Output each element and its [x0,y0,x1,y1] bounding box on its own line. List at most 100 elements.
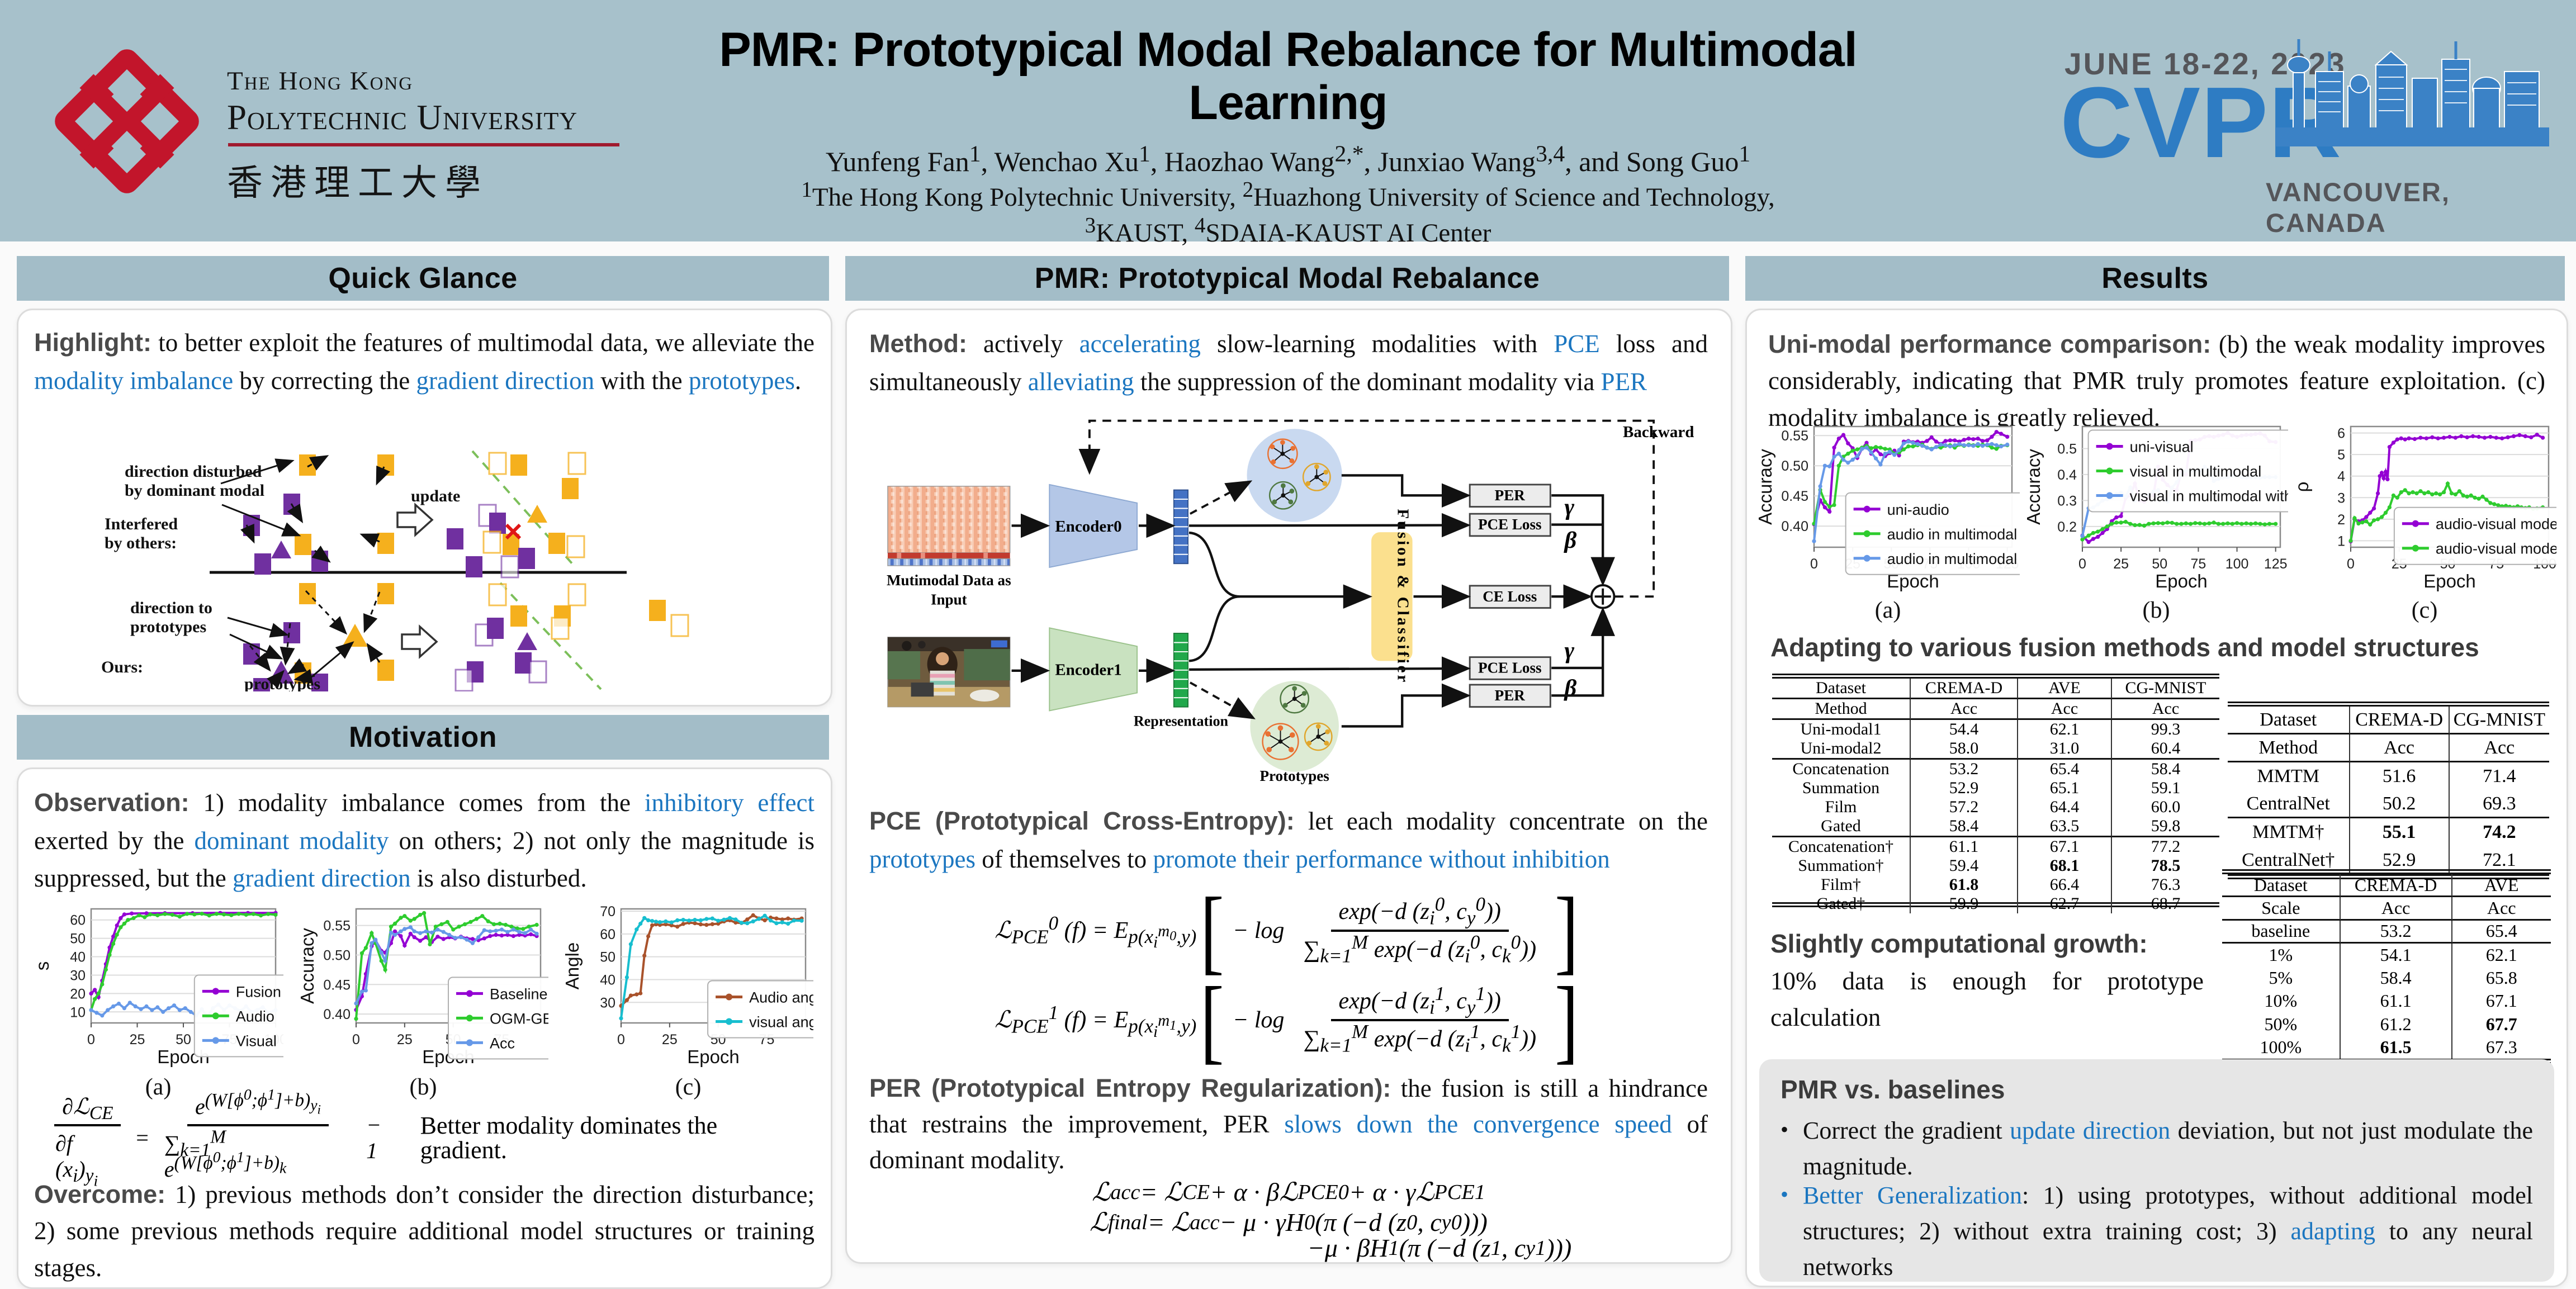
svg-text:50: 50 [176,1032,191,1048]
svg-text:125: 125 [2264,556,2288,572]
per-label-1: PER [1495,687,1526,704]
svg-text:25: 25 [397,1032,413,1048]
svg-text:0: 0 [1810,556,1818,572]
svg-text:audio-visual model with PMR: audio-visual model with PMR [2436,541,2556,557]
table-cell: 68.1 [2018,856,2112,875]
fusion-methods-table: Dataset CREMA-D AVE CG-MNIST Method Acc Acc Acc… [1772,674,2219,913]
svg-text:3: 3 [2337,490,2345,506]
table-cell: Uni-modal2 [1772,739,1911,760]
chart-results-b: 0.2 0.3 0.4 0.5 0 25 50 75 100 125 Epoch Accuracy un… [2023,420,2330,594]
input-label-1: Mutimodal Data as [887,572,1011,589]
table-cell: 59.9 [1911,894,2018,913]
svg-text:uni-visual: uni-visual [2130,438,2194,455]
table-cell: 67.3 [2485,1036,2517,1057]
table-cell: 72.1 [2483,850,2516,870]
svg-text:50: 50 [2152,556,2167,572]
svg-text:10: 10 [70,1004,86,1020]
representation-bar-0 [1173,489,1188,565]
polyu-line1: The Hong Kong [227,67,414,96]
highlight-paragraph: Highlight: to better exploit the feature… [34,328,815,395]
section-title: Motivation [349,721,497,754]
svg-text:2: 2 [2337,512,2345,528]
svg-text:prototypes: prototypes [244,675,320,691]
table-cell: 58.4 [2151,760,2181,778]
observation-paragraph: Observation: 1) modality imbalance comes… [34,788,815,892]
quick-glance-card: Highlight: to better exploit the feature… [17,309,832,707]
svg-text:Acc: Acc [490,1035,515,1051]
table-cell: 68.7 [2151,894,2181,913]
svg-text:prototypes: prototypes [130,618,206,636]
input-label-2: Input [931,591,967,608]
polyu-line2: Polytechnic University [227,98,578,137]
table-cell: baseline [2222,920,2341,944]
polyu-logo: The Hong Kong Polytechnic University 香港理… [49,44,629,203]
table-cell: 77.2 [2151,837,2181,856]
svg-text:s: s [33,961,53,971]
per-paragraph: PER (Prototypical Entropy Regularization… [869,1074,1708,1174]
table-cell: 31.0 [2018,739,2112,760]
table-cell: CREMA-D [1911,679,2018,699]
sum-node [1590,584,1616,609]
representation-bar-1 [1173,633,1188,708]
pce-paragraph: PCE (Prototypical Cross-Entropy): let ea… [869,807,1708,873]
overcome-paragraph: Overcome: 1) previous methods don’t cons… [34,1180,815,1282]
table-cell: 59.4 [1911,856,2018,875]
svg-text:update: update [411,487,460,505]
slightly-body: 10% data is enough for prototype calcula… [1770,967,2204,1032]
svg-text:25: 25 [2113,556,2129,572]
gamma-1: γ [1565,638,1575,664]
prototypes-label: Prototypes [1259,767,1329,784]
table-cell: CentralNet† [2228,846,2350,874]
svg-text:Interfered: Interfered [105,515,178,533]
vancouver-skyline-icon [2275,39,2549,146]
table-cell: CREMA-D [2340,874,2452,898]
caption-b: (b) [409,1074,437,1100]
table-cell: 62.7 [2018,894,2112,913]
gamma-0: γ [1565,494,1575,520]
table-cell: MMTM† [2228,818,2350,846]
section-bar-quick-glance: Quick Glance [17,256,829,301]
table-cell: 74.2 [2483,822,2516,842]
svg-text:40: 40 [70,950,86,965]
table-cell: 58.0 [1911,739,2018,760]
svg-text:Audio: Audio [236,1008,274,1025]
backward-label: Backward [1623,423,1694,441]
svg-text:0.50: 0.50 [323,947,351,963]
svg-text:5: 5 [2337,447,2345,463]
table-cell: Acc [2340,897,2452,921]
polyu-knot-icon [55,49,199,193]
table-cell: Gated† [1772,894,1911,913]
table-cell: 67.7 [2485,1013,2517,1034]
encoder1-label: Encoder1 [1055,661,1121,679]
svg-text:4: 4 [2337,469,2345,485]
svg-text:1: 1 [2337,533,2345,549]
table-cell: Film† [1772,875,1911,894]
table-cell: Acc [2452,897,2551,921]
table-cell: AVE [2452,874,2551,898]
fusion-classifier-label: Fusion & Classifier [1394,509,1412,684]
table-cell: CG-MNIST [2112,679,2219,699]
encoder0-shape [1049,484,1138,568]
heatmap-input [887,486,1011,566]
prototypes-modal0 [1247,429,1342,522]
svg-text:50: 50 [600,950,615,965]
table-cell: 10% [2222,989,2341,1013]
adapting-heading: Adapting to various fusion methods and m… [1770,633,2479,662]
svg-text:uni-audio: uni-audio [1887,501,1949,518]
table-cell: Summation† [1772,856,1911,875]
svg-text:0: 0 [2347,556,2355,572]
table-cell: Film [1772,798,1911,817]
table-cell: Gated [1772,817,1911,837]
caption-b: (b) [2142,598,2170,623]
svg-text:0.45: 0.45 [323,977,351,993]
table-cell: Acc [2449,734,2549,762]
table-cell: 5% [2222,966,2341,990]
caption-c: (c) [2411,598,2438,623]
svg-text:Accuracy: Accuracy [1756,449,1775,525]
table-cell: 99.3 [2151,720,2181,738]
table-cell: 64.4 [2018,798,2112,817]
pce-label-1: PCE Loss [1478,660,1542,676]
